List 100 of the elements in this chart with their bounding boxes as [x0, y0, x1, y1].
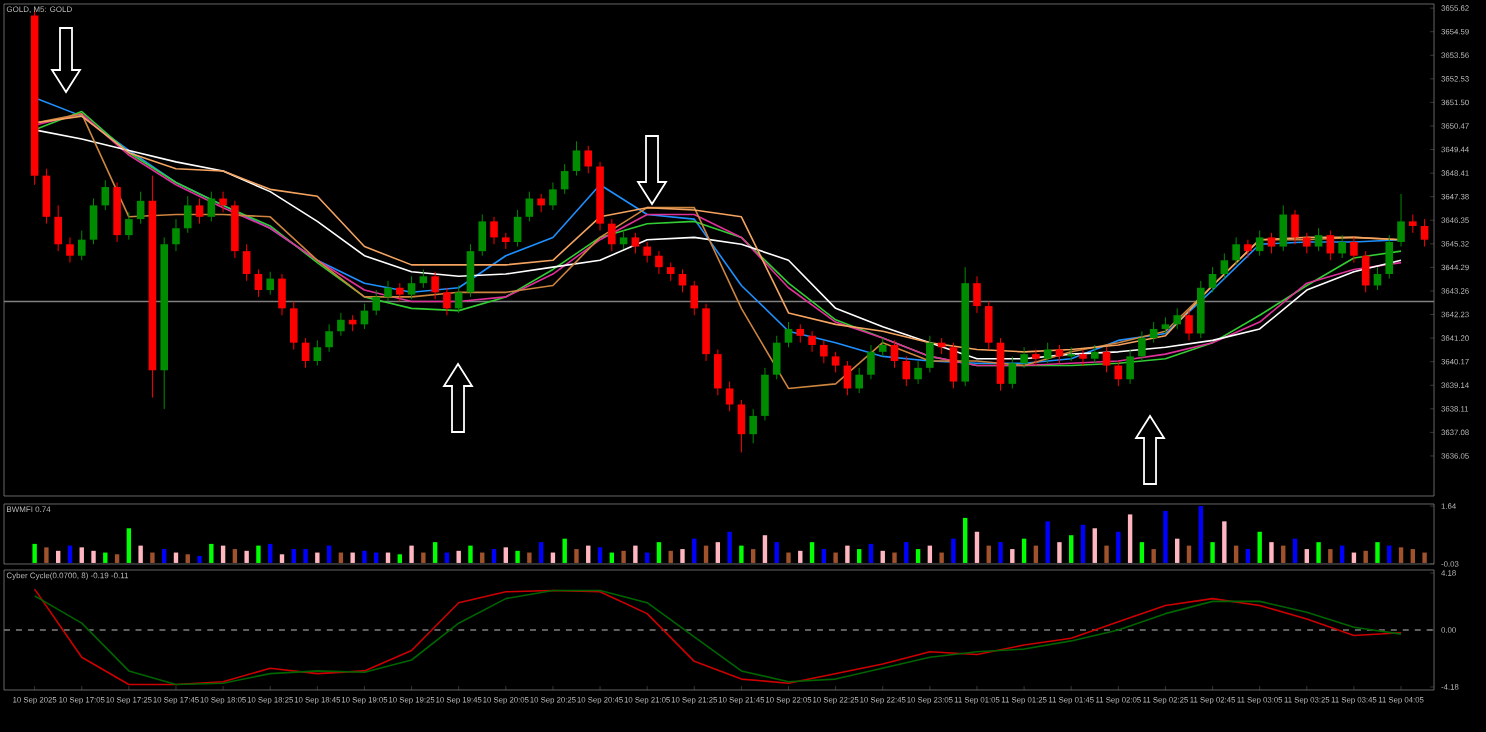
candlestick: [1196, 280, 1205, 339]
candlestick: [843, 360, 852, 396]
candlestick: [1314, 227, 1323, 252]
candlestick: [313, 339, 322, 367]
candlestick: [1220, 252, 1229, 280]
candlestick: [560, 163, 569, 195]
bar: [750, 549, 756, 563]
bar: [209, 543, 214, 563]
candlestick: [337, 312, 345, 337]
candlestick: [125, 211, 133, 241]
bar: [739, 545, 744, 563]
candlestick: [254, 268, 263, 298]
bar: [456, 550, 461, 563]
bar: [786, 552, 791, 563]
candlestick: [372, 289, 381, 316]
candlestick: [820, 339, 828, 364]
candlestick: [1185, 310, 1193, 341]
bar: [597, 547, 603, 563]
candlestick: [878, 337, 887, 357]
candlestick: [772, 335, 781, 380]
bar: [680, 549, 685, 563]
bar: [503, 547, 508, 563]
bar: [880, 550, 885, 563]
candlestick: [513, 209, 522, 248]
candlestick: [42, 168, 51, 225]
candlestick: [266, 271, 275, 296]
candlestick: [796, 323, 805, 344]
candlestick: [1043, 342, 1052, 364]
candlestick: [66, 236, 74, 264]
bar: [150, 552, 155, 563]
bar: [939, 552, 944, 563]
candlestick: [325, 323, 333, 353]
candlestick: [596, 161, 604, 232]
candlestick: [1149, 321, 1158, 344]
candlestick: [761, 367, 769, 421]
candlestick: [996, 337, 1005, 392]
candlestick: [961, 266, 969, 387]
bar: [79, 547, 84, 563]
candlestick: [278, 273, 286, 316]
bar: [1045, 521, 1050, 563]
candlestick: [666, 262, 675, 282]
bar: [1151, 549, 1156, 563]
bar: [762, 535, 768, 563]
bar: [197, 556, 202, 563]
candlestick: [643, 241, 651, 264]
candlestick: [301, 337, 310, 369]
bar: [727, 531, 732, 563]
bar: [1257, 531, 1262, 563]
bar: [998, 542, 1003, 563]
candlestick: [714, 349, 722, 396]
candlestick: [1255, 230, 1264, 257]
candlestick: [855, 367, 863, 394]
candlestick: [1102, 346, 1111, 373]
bar: [114, 554, 120, 563]
candlestick: [525, 191, 534, 222]
candlestick: [207, 191, 216, 222]
bar: [1328, 549, 1333, 563]
candlestick: [1303, 232, 1311, 254]
bar: [91, 550, 96, 563]
bar: [126, 528, 132, 563]
candlestick: [1385, 234, 1394, 280]
candlestick: [1244, 239, 1252, 259]
bar: [162, 549, 167, 563]
bar: [1210, 542, 1215, 563]
bar: [798, 550, 803, 563]
candlestick: [1397, 193, 1405, 248]
candlestick: [148, 175, 157, 399]
bar: [1092, 528, 1097, 563]
candlestick: [572, 140, 581, 177]
bar: [621, 550, 626, 563]
bar: [821, 549, 827, 563]
bar: [185, 554, 190, 563]
bar: [538, 542, 544, 563]
bar: [409, 545, 414, 563]
candlestick: [1232, 236, 1240, 266]
bar: [244, 550, 249, 563]
candlestick: [1267, 232, 1276, 254]
bar: [1127, 514, 1133, 563]
bar: [1245, 549, 1251, 563]
candlestick: [867, 344, 875, 380]
candlestick: [89, 198, 98, 245]
candlestick: [478, 214, 487, 257]
candlestick: [1126, 349, 1134, 385]
candlestick: [231, 200, 239, 259]
candlestick: [242, 243, 251, 282]
bar: [1375, 542, 1380, 563]
bar: [138, 545, 143, 563]
bar: [833, 552, 838, 563]
bar: [1363, 550, 1368, 563]
candlestick: [749, 408, 757, 444]
bar: [232, 549, 238, 563]
candlestick: [1338, 234, 1346, 259]
candlestick: [419, 268, 428, 289]
candlestick: [984, 300, 993, 351]
bar: [44, 547, 49, 563]
bar: [951, 538, 956, 563]
bar: [1104, 545, 1109, 563]
candlestick: [443, 287, 451, 316]
candlestick: [289, 300, 298, 351]
bar: [1316, 542, 1321, 563]
